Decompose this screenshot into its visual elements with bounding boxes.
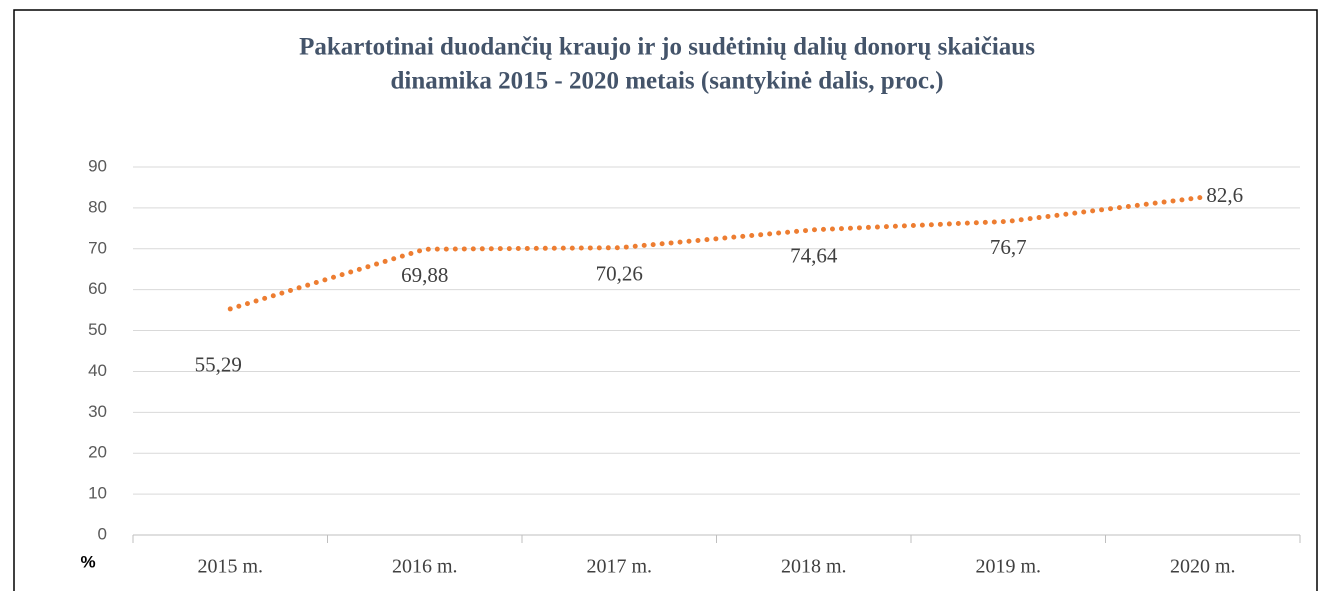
y-tick-label: 30 xyxy=(88,402,107,421)
y-tick-label: 10 xyxy=(88,484,107,503)
y-tick-label: 70 xyxy=(88,238,107,257)
chart-title: Pakartotinai duodančių kraujo ir jo sudė… xyxy=(299,34,1035,61)
x-tick-label: 2019 m. xyxy=(975,556,1041,578)
data-label: 55,29 xyxy=(195,353,242,377)
data-label: 76,7 xyxy=(990,235,1027,259)
data-label: 74,64 xyxy=(790,244,838,268)
chart-title: dinamika 2015 - 2020 metais (santykinė d… xyxy=(390,68,943,95)
data-label: 69,88 xyxy=(401,263,448,287)
data-label: 70,26 xyxy=(596,262,643,286)
x-tick-label: 2017 m. xyxy=(586,556,652,578)
y-axis-label: % xyxy=(80,552,95,571)
x-tick-label: 2015 m. xyxy=(197,556,263,578)
x-tick-label: 2016 m. xyxy=(392,556,458,578)
line xyxy=(227,194,1206,312)
y-tick-label: 50 xyxy=(88,320,107,339)
y-tick-label: 0 xyxy=(98,524,107,543)
y-tick-label: 60 xyxy=(88,279,107,298)
y-tick-label: 20 xyxy=(88,443,107,462)
data-label: 82,6 xyxy=(1206,183,1243,207)
x-tick-label: 2018 m. xyxy=(781,556,847,578)
y-tick-label: 40 xyxy=(88,361,107,380)
y-tick-label: 90 xyxy=(88,156,107,175)
x-tick-label: 2020 m. xyxy=(1170,556,1236,578)
chart-frame xyxy=(13,9,1318,591)
y-tick-label: 80 xyxy=(88,197,107,216)
